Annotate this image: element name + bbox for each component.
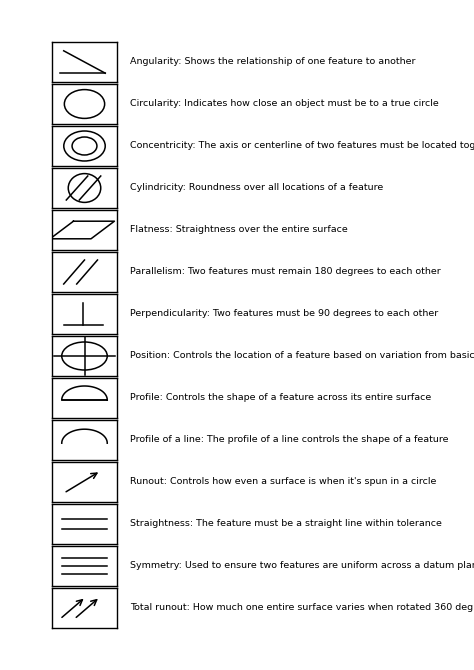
Text: Angularity: Shows the relationship of one feature to another: Angularity: Shows the relationship of on… [130, 58, 416, 66]
Text: Position: Controls the location of a feature based on variation from basic dimen: Position: Controls the location of a fea… [130, 352, 474, 360]
Text: Straightness: The feature must be a straight line within tolerance: Straightness: The feature must be a stra… [130, 519, 442, 529]
Text: Runout: Controls how even a surface is when it's spun in a circle: Runout: Controls how even a surface is w… [130, 478, 437, 486]
Text: Flatness: Straightness over the entire surface: Flatness: Straightness over the entire s… [130, 226, 348, 234]
Text: Symmetry: Used to ensure two features are uniform across a datum plane: Symmetry: Used to ensure two features ar… [130, 561, 474, 570]
Text: Parallelism: Two features must remain 180 degrees to each other: Parallelism: Two features must remain 18… [130, 267, 441, 277]
Text: Perpendicularity: Two features must be 90 degrees to each other: Perpendicularity: Two features must be 9… [130, 310, 438, 318]
Text: Concentricity: The axis or centerline of two features must be located together: Concentricity: The axis or centerline of… [130, 141, 474, 151]
Text: Circularity: Indicates how close an object must be to a true circle: Circularity: Indicates how close an obje… [130, 100, 439, 109]
Text: Cylindricity: Roundness over all locations of a feature: Cylindricity: Roundness over all locatio… [130, 184, 383, 192]
Text: Profile: Controls the shape of a feature across its entire surface: Profile: Controls the shape of a feature… [130, 393, 431, 403]
Text: Profile of a line: The profile of a line controls the shape of a feature: Profile of a line: The profile of a line… [130, 436, 448, 444]
Text: Total runout: How much one entire surface varies when rotated 360 degrees: Total runout: How much one entire surfac… [130, 604, 474, 612]
